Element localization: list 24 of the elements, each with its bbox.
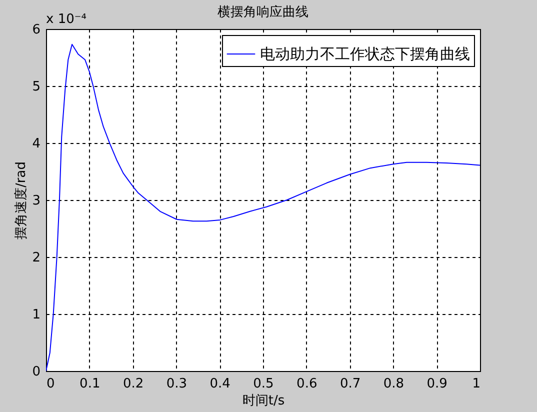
y-tick-label: 2 (32, 250, 40, 266)
chart-title: 横摆角响应曲线 (218, 4, 308, 20)
x-tick-label: 0.1 (80, 376, 100, 392)
line-series (46, 44, 480, 371)
x-tick-label: 0.2 (122, 376, 144, 392)
y-tick-label: 0 (32, 364, 40, 380)
x-tick-label: 0 (46, 376, 55, 392)
y-tick-label: 3 (32, 194, 40, 208)
x-tick-label: 0.3 (166, 376, 188, 392)
x-tick-label: 0.9 (426, 376, 448, 392)
x-tick-label: 0.4 (210, 376, 230, 392)
y-tick-label: 6 (32, 22, 40, 38)
x-tick-label: 0.5 (253, 376, 274, 392)
legend-label: 电动助力不工作状态下摆角曲线 (260, 45, 470, 63)
y-tick-label: 5 (32, 80, 40, 94)
y-tick-label: 4 (32, 136, 40, 152)
x-tick-label: 0.6 (296, 376, 318, 392)
y-tick-label: 1 (32, 308, 40, 322)
y-axis-title: 摆角速度/rad (13, 162, 30, 240)
x-tick-label: 0.7 (340, 376, 361, 392)
x-tick-label: 0.8 (383, 376, 404, 392)
x-tick-label: 1 (472, 376, 480, 392)
x-axis-title: 时间t/s (242, 394, 285, 408)
text: x 10⁻⁴ (46, 12, 86, 27)
